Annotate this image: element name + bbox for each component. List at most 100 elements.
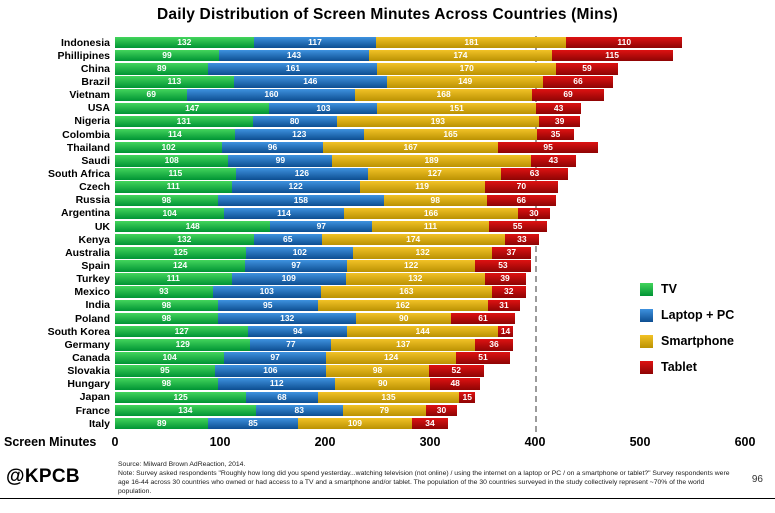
segment-tablet: 34 (412, 417, 448, 430)
stacked-bar: 127 94 144 14 (115, 325, 745, 338)
axis-tick: 400 (524, 435, 546, 449)
bar-row: Brazil 113 146 149 66 (2, 75, 745, 88)
segment-tv: 111 (115, 273, 232, 285)
bar-row: Mexico 93 103 163 32 (2, 286, 745, 299)
stacked-bar: 129 77 137 36 (115, 339, 745, 351)
segment-smartphone: 170 (377, 63, 556, 75)
stacked-bar: 104 114 166 30 (115, 207, 745, 220)
stacked-bar: 89 85 109 34 (115, 417, 745, 430)
country-label: Thailand (66, 141, 110, 154)
segment-tv: 132 (115, 36, 254, 49)
segment-laptop-pc: 117 (253, 36, 377, 49)
segment-smartphone: 109 (297, 417, 413, 430)
segment-tv: 132 (115, 233, 254, 246)
segment-tablet: 39 (539, 115, 581, 128)
axis-tick: 200 (314, 435, 336, 449)
x-axis-title: Screen Minutes (4, 435, 97, 449)
country-label: Vietnam (69, 89, 110, 102)
segment-tv: 134 (115, 404, 256, 417)
segment-laptop-pc: 85 (208, 417, 298, 430)
stacked-bar: 111 109 132 39 (115, 273, 745, 285)
segment-tv: 114 (115, 128, 235, 141)
bar-row: South Korea 127 94 144 14 (2, 325, 745, 338)
segment-tablet: 55 (488, 220, 547, 233)
stacked-bar: 93 103 163 32 (115, 286, 745, 298)
segment-tablet: 30 (518, 207, 550, 220)
segment-smartphone: 144 (347, 325, 499, 338)
stacked-bar: 98 112 90 48 (115, 378, 745, 390)
segment-tv: 98 (115, 299, 218, 312)
country-label: Canada (72, 351, 110, 364)
country-label: Mexico (74, 286, 110, 299)
country-label: Argentina (60, 207, 110, 220)
stacked-bar: 104 97 124 51 (115, 352, 745, 364)
bar-row: Nigeria 131 80 193 39 (2, 115, 745, 128)
bar-row: Turkey 111 109 132 39 (2, 273, 745, 286)
segment-laptop-pc: 122 (231, 181, 360, 193)
legend-swatch-tablet (640, 360, 653, 374)
source-note: Source: Milward Brown AdReaction, 2014. … (118, 461, 730, 495)
segment-tablet: 31 (487, 299, 521, 312)
legend-label: Smartphone (661, 334, 734, 348)
segment-tablet: 15 (459, 391, 476, 404)
segment-laptop-pc: 80 (252, 115, 337, 128)
segment-tablet: 37 (491, 247, 531, 259)
country-label: Australia (65, 246, 110, 259)
country-label: India (85, 299, 110, 312)
segment-laptop-pc: 126 (235, 168, 369, 180)
country-label: Indonesia (60, 36, 110, 49)
bar-row: South Africa 115 126 127 63 (2, 167, 745, 180)
bar-row: UK 148 97 111 55 (2, 220, 745, 233)
segment-laptop-pc: 112 (217, 378, 336, 390)
stacked-bar: 98 95 162 31 (115, 299, 745, 312)
segment-tv: 98 (115, 194, 218, 206)
segment-smartphone: 119 (359, 181, 485, 193)
segment-tablet: 61 (450, 312, 516, 325)
stacked-bar: 132 65 174 33 (115, 233, 745, 246)
stacked-bar: 125 68 135 15 (115, 391, 745, 404)
stacked-bar: 131 80 193 39 (115, 115, 745, 128)
segment-tv: 89 (115, 63, 209, 75)
stacked-bar: 98 132 90 61 (115, 312, 745, 325)
country-label: Saudi (81, 154, 110, 167)
segment-laptop-pc: 95 (217, 299, 318, 312)
bar-row: Phillipines 99 143 174 115 (2, 49, 745, 62)
segment-tablet: 95 (498, 141, 598, 154)
segment-laptop-pc: 143 (218, 49, 370, 62)
segment-tv: 125 (115, 391, 247, 404)
segment-laptop-pc: 99 (228, 155, 333, 167)
chart-title: Daily Distribution of Screen Minutes Acr… (157, 6, 618, 23)
segment-smartphone: 181 (376, 36, 567, 49)
country-label: Czech (79, 181, 110, 194)
segment-smartphone: 132 (345, 273, 485, 285)
segment-smartphone: 167 (322, 141, 499, 154)
segment-laptop-pc: 97 (224, 352, 327, 364)
segment-tablet: 51 (456, 352, 510, 364)
country-label: Phillipines (57, 49, 110, 62)
bar-row: Kenya 132 65 174 33 (2, 233, 745, 246)
stacked-bar: 99 143 174 115 (115, 49, 745, 62)
segment-tablet: 59 (555, 63, 618, 75)
country-label: Kenya (78, 233, 110, 246)
bar-row: Saudi 108 99 189 43 (2, 154, 745, 167)
segment-tv: 125 (115, 247, 247, 259)
segment-laptop-pc: 132 (217, 312, 357, 325)
segment-laptop-pc: 146 (233, 76, 387, 88)
country-label: China (80, 62, 110, 75)
country-label: South Africa (47, 167, 110, 180)
segment-tablet: 66 (543, 76, 613, 88)
segment-smartphone: 174 (321, 233, 505, 246)
legend-item-tablet: Tablet (640, 360, 734, 374)
stacked-bar: 148 97 111 55 (115, 220, 745, 233)
footer-divider (0, 498, 775, 499)
stacked-bar: 124 97 122 53 (115, 260, 745, 272)
axis-tick: 600 (734, 435, 756, 449)
segment-tv: 89 (115, 417, 209, 430)
legend-swatch-tv (640, 282, 653, 296)
segment-laptop-pc: 83 (255, 404, 343, 417)
segment-tv: 99 (115, 49, 219, 62)
segment-tv: 127 (115, 325, 249, 338)
segment-tv: 108 (115, 155, 229, 167)
country-label: Turkey (76, 273, 110, 286)
